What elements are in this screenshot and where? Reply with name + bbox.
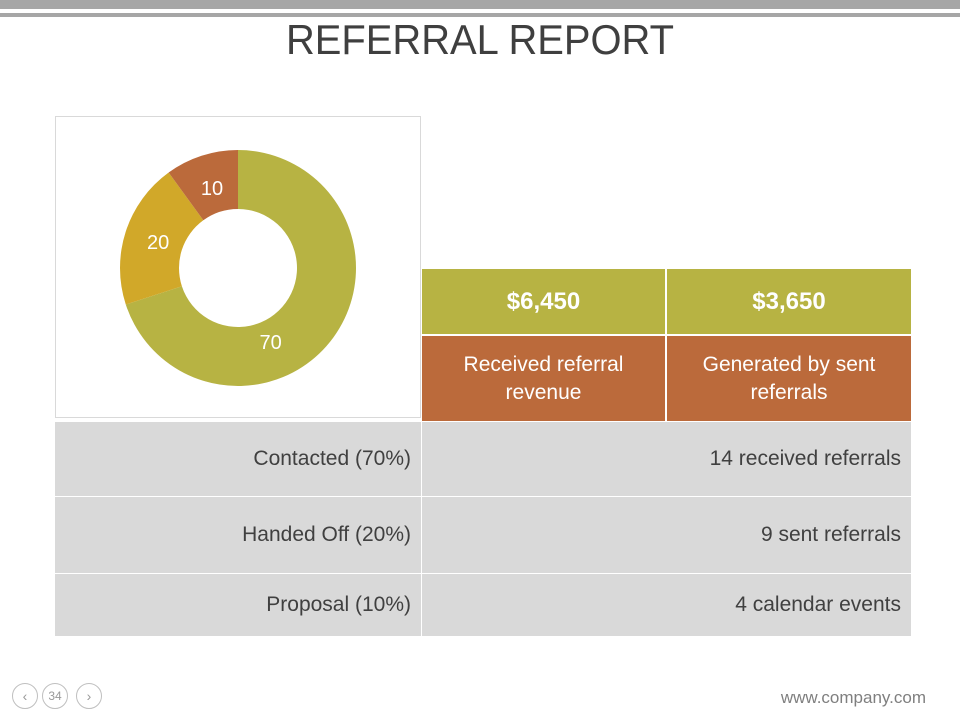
received-revenue-label: Received referral revenue (422, 336, 665, 421)
received-revenue-value: $6,450 (422, 269, 665, 334)
company-url[interactable]: www.company.com (780, 688, 926, 707)
data-label: 70 (259, 332, 281, 354)
donut-slice (125, 150, 356, 386)
chevron-right-icon[interactable]: › (76, 683, 102, 709)
row-label: Handed Off (20%) (55, 497, 421, 573)
top-bar (0, 0, 960, 9)
row-value: 4 calendar events (422, 574, 911, 636)
row-value: 14 received referrals (422, 422, 911, 496)
donut-chart: 70 20 10 (120, 150, 356, 386)
page-title: REFERRAL REPORT (285, 16, 674, 63)
chevron-left-icon[interactable]: ‹ (12, 683, 38, 709)
data-label: 10 (201, 178, 223, 200)
generated-revenue-label: Generated by sent referrals (667, 336, 911, 421)
row-value: 9 sent referrals (422, 497, 911, 573)
top-bar-thin (0, 13, 960, 17)
row-label: Contacted (70%) (55, 422, 421, 496)
data-label: 20 (147, 232, 169, 254)
donut-slice (168, 150, 238, 221)
page-number: 34 (42, 683, 68, 709)
row-label: Proposal (10%) (55, 574, 421, 636)
generated-revenue-value: $3,650 (667, 269, 911, 334)
chart-box: 70 20 10 (55, 116, 421, 418)
donut-slice (120, 172, 204, 305)
